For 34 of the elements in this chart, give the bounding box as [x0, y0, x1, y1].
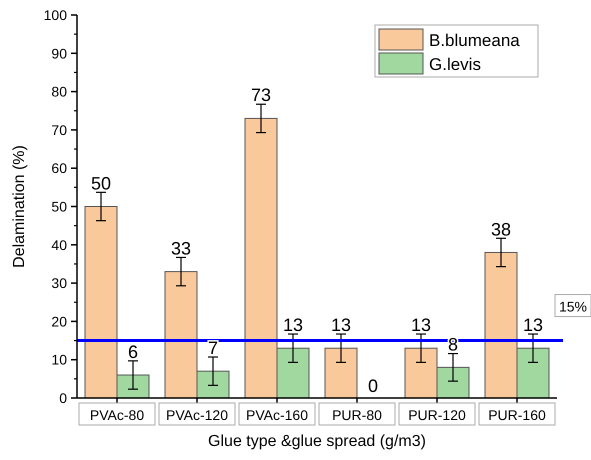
- data-label: 50: [90, 173, 112, 194]
- data-label: 33: [170, 238, 192, 258]
- x-tick-label: PUR-80: [332, 407, 382, 423]
- data-label: 13: [410, 315, 432, 336]
- y-tick-label: 10: [51, 352, 68, 368]
- data-label: 13: [330, 315, 352, 336]
- x-tick-label: PUR-120: [408, 407, 466, 423]
- y-tick-label: 30: [51, 275, 68, 292]
- bar: [324, 348, 358, 398]
- y-tick-label: 40: [51, 236, 68, 253]
- legend-label: B.blumeana: [429, 31, 520, 50]
- ref-line-label: 15%: [558, 298, 588, 315]
- data-label: 6: [128, 342, 138, 362]
- y-tick-label: 90: [51, 45, 68, 62]
- data-label: 73: [250, 85, 272, 106]
- x-tick-label: PVAc-160: [246, 407, 308, 423]
- y-tick-label: 100: [44, 7, 68, 23]
- y-tick-label: 20: [51, 313, 68, 330]
- data-label: 7: [208, 338, 218, 358]
- y-tick-label: 80: [51, 84, 68, 100]
- y-tick-label: 50: [51, 198, 68, 214]
- y-axis-title: Delamination (%): [11, 145, 28, 268]
- data-label: 38: [490, 219, 512, 240]
- y-tick-label: 60: [51, 160, 68, 176]
- y-tick-label: 70: [51, 122, 68, 138]
- x-tick-label: PUR-160: [488, 407, 546, 423]
- x-axis-title: Glue type &glue spread (g/m3): [208, 433, 426, 450]
- data-label: 13: [282, 315, 304, 336]
- legend-label: G.levis: [429, 55, 481, 74]
- data-label: 13: [522, 315, 544, 336]
- y-tick-label: 0: [59, 390, 68, 406]
- data-label: 0: [368, 376, 378, 396]
- x-tick-label: PVAc-120: [166, 407, 228, 423]
- x-tick-label: PVAc-80: [90, 407, 144, 423]
